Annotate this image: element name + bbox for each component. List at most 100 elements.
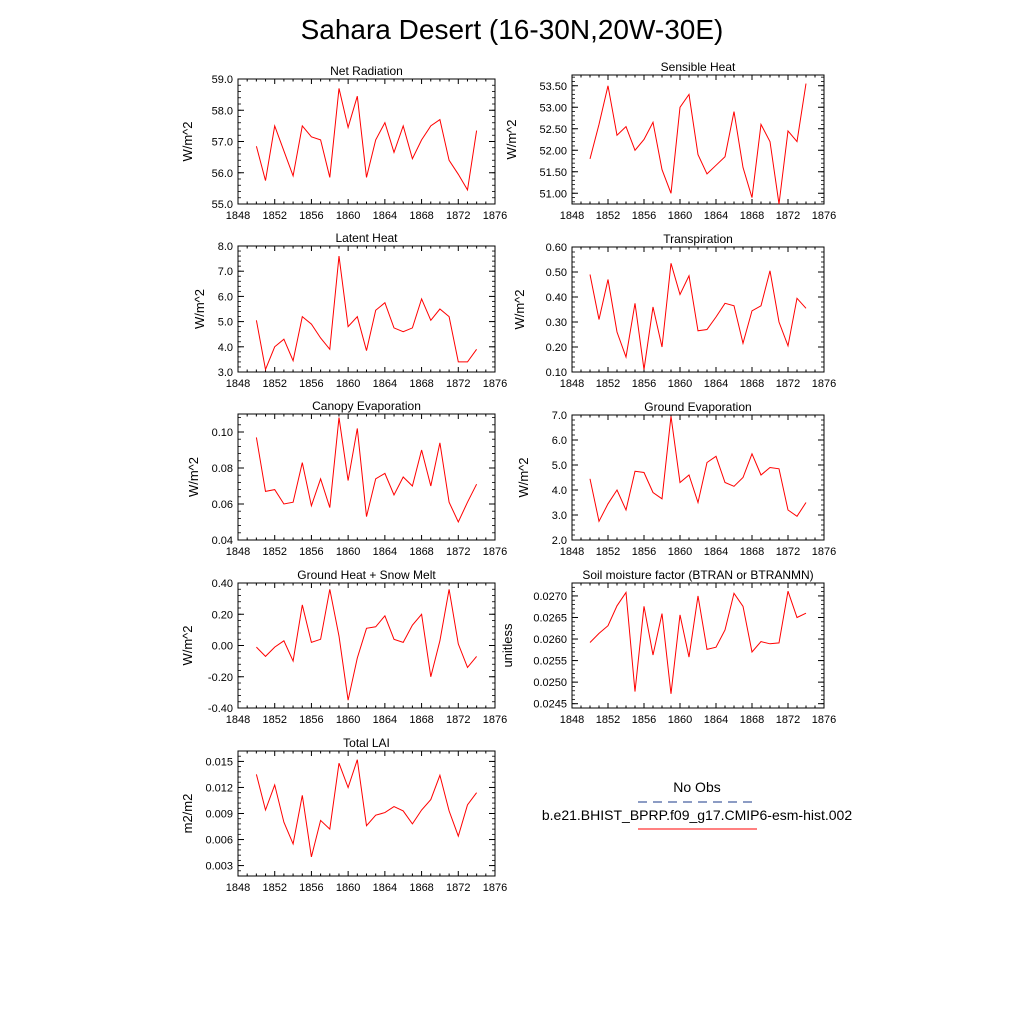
x-tick-label: 1872: [776, 210, 800, 222]
y-tick-label: 5.0: [218, 317, 233, 329]
y-tick-label: 0.006: [205, 835, 233, 847]
y-tick-label: 0.0265: [533, 612, 567, 624]
x-tick-label: 1848: [226, 882, 250, 894]
y-tick-label: 0.20: [212, 609, 233, 621]
y-axis-label: W/m^2: [512, 289, 527, 329]
y-tick-label: 0.009: [205, 809, 233, 821]
x-tick-label: 1848: [226, 210, 250, 222]
series-line: [255, 759, 477, 858]
x-tick-label: 1852: [596, 546, 620, 558]
x-tick-label: 1860: [336, 714, 360, 726]
y-tick-label: 6.0: [552, 435, 567, 447]
series-line: [255, 256, 478, 372]
y-tick-label: 53.50: [539, 81, 567, 93]
x-tick-label: 1852: [262, 882, 286, 894]
plot-frame: [571, 414, 825, 541]
x-tick-label: 1872: [446, 378, 470, 390]
x-tick-label: 1864: [373, 378, 397, 390]
y-tick-label: 0.00: [212, 641, 233, 653]
figure-title: Sahara Desert (16-30N,20W-30E): [300, 14, 724, 45]
x-tick-label: 1872: [776, 714, 800, 726]
x-tick-label: 1864: [373, 210, 397, 222]
x-tick-label: 1868: [740, 546, 764, 558]
x-tick-label: 1848: [560, 210, 584, 222]
panel-canopy-evaporation: Canopy Evaporation 1848 1852 1856 1860 1864 18…: [186, 399, 507, 558]
x-tick-label: 1856: [299, 546, 323, 558]
y-tick-label: 0.0245: [533, 699, 567, 711]
plot-frame: [237, 750, 496, 877]
x-tick-label: 1852: [262, 378, 286, 390]
panel-title: Total LAI: [343, 736, 390, 750]
series-line: [255, 88, 478, 192]
series-line: [256, 589, 477, 701]
y-axis-label: W/m^2: [504, 119, 519, 159]
y-tick-label: 51.00: [539, 188, 567, 200]
x-tick-label: 1852: [262, 714, 286, 726]
x-tick-label: 1864: [373, 882, 397, 894]
x-tick-label: 1864: [704, 714, 728, 726]
panel-ground-evaporation: Ground Evaporation 1848 1852 1856 1860 1864 18…: [516, 400, 836, 558]
x-tick-label: 1868: [409, 378, 433, 390]
x-tick-label: 1848: [226, 546, 250, 558]
x-tick-label: 1868: [740, 378, 764, 390]
x-tick-label: 1852: [596, 714, 620, 726]
y-tick-label: 56.0: [212, 168, 233, 180]
x-tick-label: 1864: [373, 546, 397, 558]
x-tick-label: 1876: [812, 210, 836, 222]
panel-net-radiation: Net Radiation 1848 1852 1856 1860 1864 1868 187…: [180, 64, 507, 222]
y-tick-label: 51.50: [539, 167, 567, 179]
panel-title: Ground Heat + Snow Melt: [297, 568, 436, 582]
x-tick-label: 1876: [483, 714, 507, 726]
y-tick-label: 7.0: [218, 266, 233, 278]
y-tick-label: 0.08: [212, 463, 233, 475]
y-tick-label: 6.0: [218, 291, 233, 303]
y-tick-label: 52.00: [539, 145, 567, 157]
legend-label-model: b.e21.BHIST_BPRP.f09_g17.CMIP6-esm-hist.…: [541, 807, 853, 823]
x-tick-label: 1876: [483, 210, 507, 222]
panel-title: Latent Heat: [335, 231, 398, 245]
y-tick-label: 53.00: [539, 102, 567, 114]
x-tick-label: 1856: [632, 210, 656, 222]
x-tick-label: 1868: [740, 210, 764, 222]
x-tick-label: 1856: [632, 546, 656, 558]
x-tick-label: 1848: [226, 714, 250, 726]
plot-frame: [237, 78, 496, 205]
y-tick-label: -0.20: [208, 672, 233, 684]
y-tick-label: 0.60: [546, 242, 567, 254]
y-tick-label: -0.40: [208, 703, 233, 715]
y-tick-label: 59.0: [212, 74, 233, 86]
panel-title: Net Radiation: [330, 64, 403, 78]
panel-title: Canopy Evaporation: [312, 399, 421, 413]
x-tick-label: 1876: [812, 546, 836, 558]
x-tick-label: 1872: [446, 714, 470, 726]
x-tick-label: 1860: [336, 882, 360, 894]
x-tick-label: 1852: [596, 210, 620, 222]
x-tick-label: 1860: [668, 546, 692, 558]
x-tick-label: 1872: [776, 546, 800, 558]
x-tick-label: 1848: [226, 378, 250, 390]
y-tick-label: 0.30: [546, 317, 567, 329]
y-tick-label: 0.40: [212, 578, 233, 590]
x-tick-label: 1856: [299, 210, 323, 222]
x-tick-label: 1864: [373, 714, 397, 726]
y-axis-label: W/m^2: [186, 457, 201, 497]
y-axis-label: W/m^2: [180, 625, 195, 665]
x-tick-label: 1852: [262, 210, 286, 222]
y-tick-label: 52.50: [539, 124, 567, 136]
series-line: [255, 417, 478, 524]
x-tick-label: 1872: [446, 882, 470, 894]
x-tick-label: 1876: [483, 882, 507, 894]
x-tick-label: 1868: [409, 210, 433, 222]
x-tick-label: 1872: [776, 378, 800, 390]
panel-ground-heat-snow-melt: Ground Heat + Snow Melt 1848 1852 1856 1860 1…: [180, 568, 507, 726]
y-tick-label: 0.012: [205, 782, 233, 794]
x-tick-label: 1852: [596, 378, 620, 390]
y-axis-label: m2/m2: [180, 794, 195, 834]
x-tick-label: 1856: [299, 378, 323, 390]
y-tick-label: 2.0: [552, 535, 567, 547]
y-tick-label: 3.0: [552, 510, 567, 522]
y-tick-label: 0.50: [546, 267, 567, 279]
y-tick-label: 0.10: [546, 367, 567, 379]
x-tick-label: 1848: [560, 714, 584, 726]
panel-title: Ground Evaporation: [644, 400, 751, 414]
